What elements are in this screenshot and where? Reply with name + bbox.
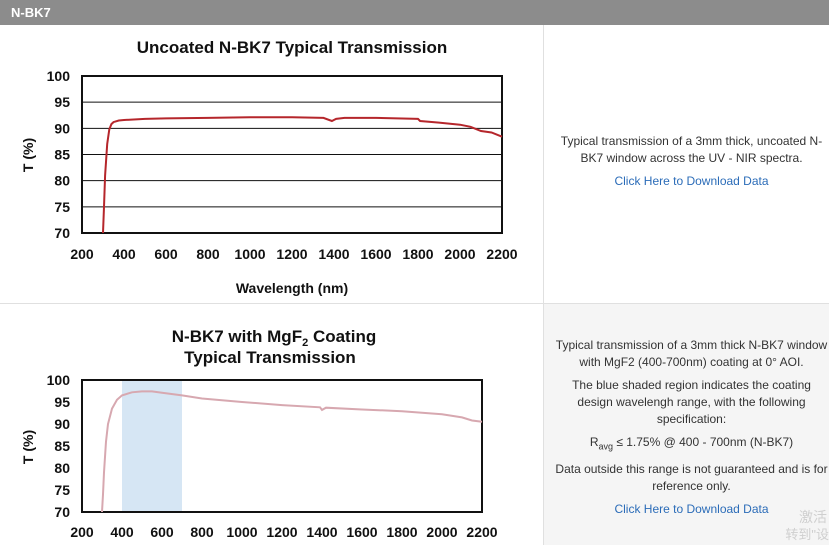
chart-title-line1: N-BK7 with MgF2 Coating (172, 327, 376, 349)
x-tick-label: 1800 (402, 246, 433, 262)
description-cell-mgf2: Typical transmission of a 3mm thick N-BK… (544, 304, 829, 545)
description-text-2: The blue shaded region indicates the coa… (572, 378, 811, 426)
x-axis-label: Wavelength (nm) (236, 280, 348, 296)
description-cell-uncoated: Typical transmission of a 3mm thick, unc… (544, 25, 829, 304)
plot-frame (81, 379, 483, 513)
x-tick-label: 800 (190, 524, 214, 540)
x-tick-label: 1400 (318, 246, 349, 262)
x-tick-label: 2000 (444, 246, 475, 262)
spec-subscript: avg (598, 441, 613, 452)
description-block: Typical transmission of a 3mm thick N-BK… (554, 337, 829, 518)
mgf2-transmission-chart: N-BK7 with MgF2 Coating Typical Transmis… (20, 327, 498, 540)
x-tick-label: 600 (154, 246, 178, 262)
download-data-link[interactable]: Click Here to Download Data (614, 502, 769, 517)
transmission-series-line (101, 390, 483, 513)
chart-title-line2: Typical Transmission (184, 348, 356, 367)
spec-symbol: R (589, 435, 599, 449)
y-tick-label: 80 (54, 173, 70, 189)
x-tick-label: 400 (112, 246, 136, 262)
x-tick-label: 2200 (466, 524, 497, 540)
y-tick-label: 100 (47, 68, 71, 84)
section-title: N-BK7 (11, 5, 51, 20)
activation-watermark-sub: 转到"设 (785, 527, 829, 542)
y-tick-label: 100 (47, 372, 71, 388)
coating-range-shade (122, 380, 182, 512)
y-axis-label: T (%) (20, 138, 36, 172)
download-data-link[interactable]: Click Here to Download Data (614, 174, 769, 188)
activation-watermark: 激活 (799, 509, 827, 525)
y-tick-label: 70 (54, 225, 70, 241)
y-tick-label: 75 (54, 199, 70, 215)
x-tick-label: 800 (196, 246, 220, 262)
y-tick-label: 85 (54, 438, 70, 454)
description-text-1: Typical transmission of a 3mm thick N-BK… (555, 338, 828, 369)
x-tick-label: 1000 (234, 246, 265, 262)
x-tick-label: 1200 (266, 524, 297, 540)
y-tick-label: 85 (54, 147, 70, 163)
x-tick-label: 1000 (226, 524, 257, 540)
chart-title: Uncoated N-BK7 Typical Transmission (137, 38, 447, 57)
transmission-series-line (102, 116, 503, 234)
y-axis-label: T (%) (20, 430, 36, 464)
x-tick-label: 200 (70, 246, 94, 262)
x-tick-label: 400 (110, 524, 134, 540)
description-text: Typical transmission of a 3mm thick, unc… (560, 134, 823, 165)
y-tick-label: 95 (54, 94, 70, 110)
x-tick-label: 2000 (426, 524, 457, 540)
y-tick-label: 90 (54, 416, 70, 432)
x-tick-label: 1600 (346, 524, 377, 540)
y-tick-label: 95 (54, 394, 70, 410)
plot-frame (81, 75, 503, 234)
x-tick-label: 1600 (360, 246, 391, 262)
y-tick-label: 90 (54, 120, 70, 136)
spec-text: Ravg ≤ 1.75% @ 400 - 700nm (N-BK7) (554, 434, 829, 455)
y-tick-label: 75 (54, 482, 70, 498)
x-tick-label: 1400 (306, 524, 337, 540)
uncoated-transmission-chart: Uncoated N-BK7 Typical Transmission 70 75… (20, 38, 518, 296)
x-tick-label: 600 (150, 524, 174, 540)
x-tick-label: 200 (70, 524, 94, 540)
chart-cell-uncoated: Uncoated N-BK7 Typical Transmission 70 75… (0, 25, 544, 304)
spec-value: ≤ 1.75% @ 400 - 700nm (N-BK7) (613, 435, 794, 449)
y-tick-label: 70 (54, 504, 70, 520)
x-tick-label: 1800 (386, 524, 417, 540)
y-tick-label: 80 (54, 460, 70, 476)
description-block: Typical transmission of a 3mm thick, unc… (554, 133, 829, 190)
description-text-3: Data outside this range is not guarantee… (555, 462, 828, 494)
x-tick-label: 1200 (276, 246, 307, 262)
section-header: N-BK7 (0, 0, 829, 25)
chart-cell-mgf2: N-BK7 with MgF2 Coating Typical Transmis… (0, 304, 544, 545)
x-tick-label: 2200 (486, 246, 517, 262)
